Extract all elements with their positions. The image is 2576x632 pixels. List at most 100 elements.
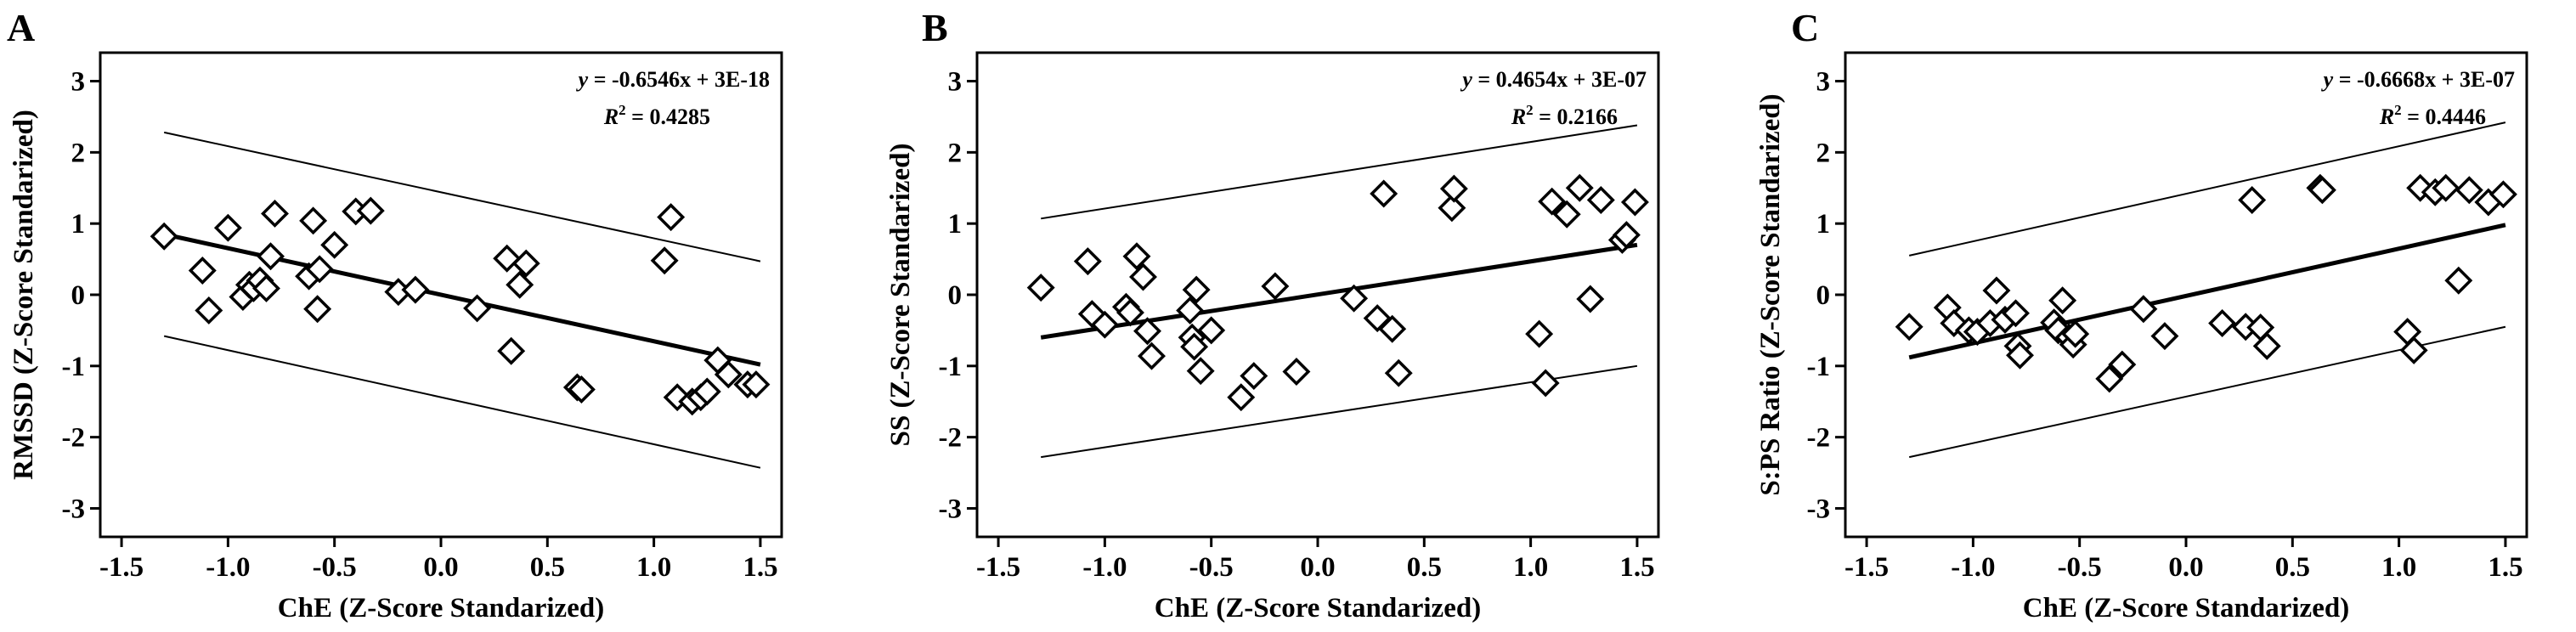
data-point [2061, 319, 2090, 348]
y-tick-label: 2 [948, 138, 963, 168]
data-point [261, 199, 289, 228]
data-point [1565, 173, 1594, 202]
x-tick-label: -1.5 [99, 552, 144, 583]
x-tick-label: -0.5 [313, 552, 357, 583]
data-point [497, 336, 526, 365]
r2-superscript: 2 [619, 102, 626, 118]
data-point [2455, 176, 2483, 205]
data-point [692, 377, 721, 406]
data-point [1026, 274, 1055, 302]
data-point [150, 222, 178, 251]
y-tick-label: 2 [71, 138, 86, 168]
x-tick-label: 1.0 [1513, 552, 1548, 583]
data-point [1116, 298, 1144, 327]
x-tick-label: -1.5 [976, 552, 1020, 583]
y-tick-label: 0 [1816, 280, 1831, 311]
data-point [1138, 341, 1166, 370]
x-tick-label: 0.0 [423, 552, 458, 583]
x-tick-label: -1.0 [1951, 552, 1995, 583]
data-point [320, 230, 349, 259]
x-tick-label: 0.5 [1407, 552, 1442, 583]
r-squared: R2 = 0.4446 [2379, 102, 2486, 129]
r2-prefix: R [1511, 104, 1526, 129]
x-tick-label: -1.0 [1082, 552, 1127, 583]
data-point [742, 370, 771, 399]
data-point [1240, 362, 1268, 391]
y-tick-label: -1 [939, 352, 963, 382]
panel-letter: B [922, 6, 948, 49]
y-tick-label: 3 [71, 67, 86, 98]
data-point [1122, 242, 1151, 271]
y-tick-label: 0 [948, 280, 963, 311]
equation-body: = -0.6668x + 3E-07 [2333, 67, 2515, 92]
y-tick-label: 3 [948, 67, 963, 98]
data-point [1525, 319, 1554, 348]
equation-prefix: y [1460, 67, 1472, 92]
data-point [2432, 173, 2460, 202]
y-tick-label: -2 [939, 423, 963, 454]
data-point [1586, 186, 1615, 214]
data-point [1576, 285, 1605, 313]
data-point [1227, 383, 1256, 412]
regression-equation: y = -0.6546x + 3E-18 [576, 67, 770, 92]
y-axis-label: S:PS Ratio (Z-Score Standarized) [1755, 93, 1786, 495]
x-tick-label: 1.5 [1619, 552, 1654, 583]
data-point [1370, 179, 1398, 208]
r2-body: = 0.4446 [2402, 104, 2486, 129]
y-tick-label: -1 [62, 352, 86, 382]
y-tick-label: -2 [62, 423, 86, 454]
x-tick-label: 1.5 [743, 552, 777, 583]
data-point [2488, 180, 2517, 209]
y-tick-label: 3 [1816, 67, 1831, 98]
equation-prefix: y [2321, 67, 2334, 92]
data-point [1182, 275, 1211, 304]
regression-equation: y = 0.4654x + 3E-07 [1460, 67, 1647, 92]
r2-prefix: R [2379, 104, 2394, 129]
data-point [1384, 358, 1413, 387]
r2-superscript: 2 [2394, 102, 2402, 118]
data-point [1531, 369, 1560, 398]
x-tick-label: -0.5 [1189, 552, 1234, 583]
panel-b: B -1.5 -1.0 -0.5 0.0 0.5 1.0 1.5 -3 -2 -1 0 1 2 3 y =… [885, 6, 1660, 624]
data-point [463, 294, 492, 323]
y-tick-label: 1 [1816, 209, 1831, 240]
data-point [299, 206, 328, 235]
data-point [1538, 187, 1567, 216]
data-point [650, 246, 679, 275]
x-axis-label: ChE (Z-Score Standarized) [278, 593, 604, 624]
x-tick-label: 1.0 [636, 552, 671, 583]
data-point [1340, 284, 1369, 313]
data-point [1197, 316, 1226, 345]
data-point [2238, 186, 2267, 214]
data-point [2208, 309, 2237, 338]
data-point [2252, 331, 2281, 360]
data-point [1982, 276, 2011, 305]
equation-body: = -0.6546x + 3E-18 [588, 67, 770, 92]
data-point [195, 296, 223, 324]
x-tick-label: -0.5 [2058, 552, 2102, 583]
data-point [2399, 336, 2428, 364]
x-tick-label: 0.0 [2168, 552, 2203, 583]
data-point [1439, 174, 1468, 203]
y-axis-label: RMSSD (Z-Score Standarized) [8, 110, 39, 480]
data-point [2108, 350, 2137, 379]
data-point [657, 203, 686, 232]
data-point [303, 295, 332, 324]
data-point [2444, 266, 2473, 295]
x-tick-label: 0.5 [2275, 552, 2310, 583]
data-point [356, 196, 385, 225]
data-point [1282, 358, 1311, 387]
data-point [252, 274, 280, 302]
lower-prediction-band [163, 335, 761, 469]
r2-body: = 0.4285 [626, 104, 710, 129]
data-point [2006, 341, 2034, 370]
data-point [1552, 200, 1581, 229]
data-point [257, 242, 285, 271]
data-point [1620, 188, 1649, 217]
y-tick-label: 1 [71, 209, 86, 240]
upper-prediction-band [1908, 121, 2506, 257]
upper-prediction-band [163, 131, 761, 262]
y-tick-label: 1 [948, 209, 963, 240]
x-tick-label: -1.5 [1844, 552, 1889, 583]
data-point [1895, 313, 1924, 341]
